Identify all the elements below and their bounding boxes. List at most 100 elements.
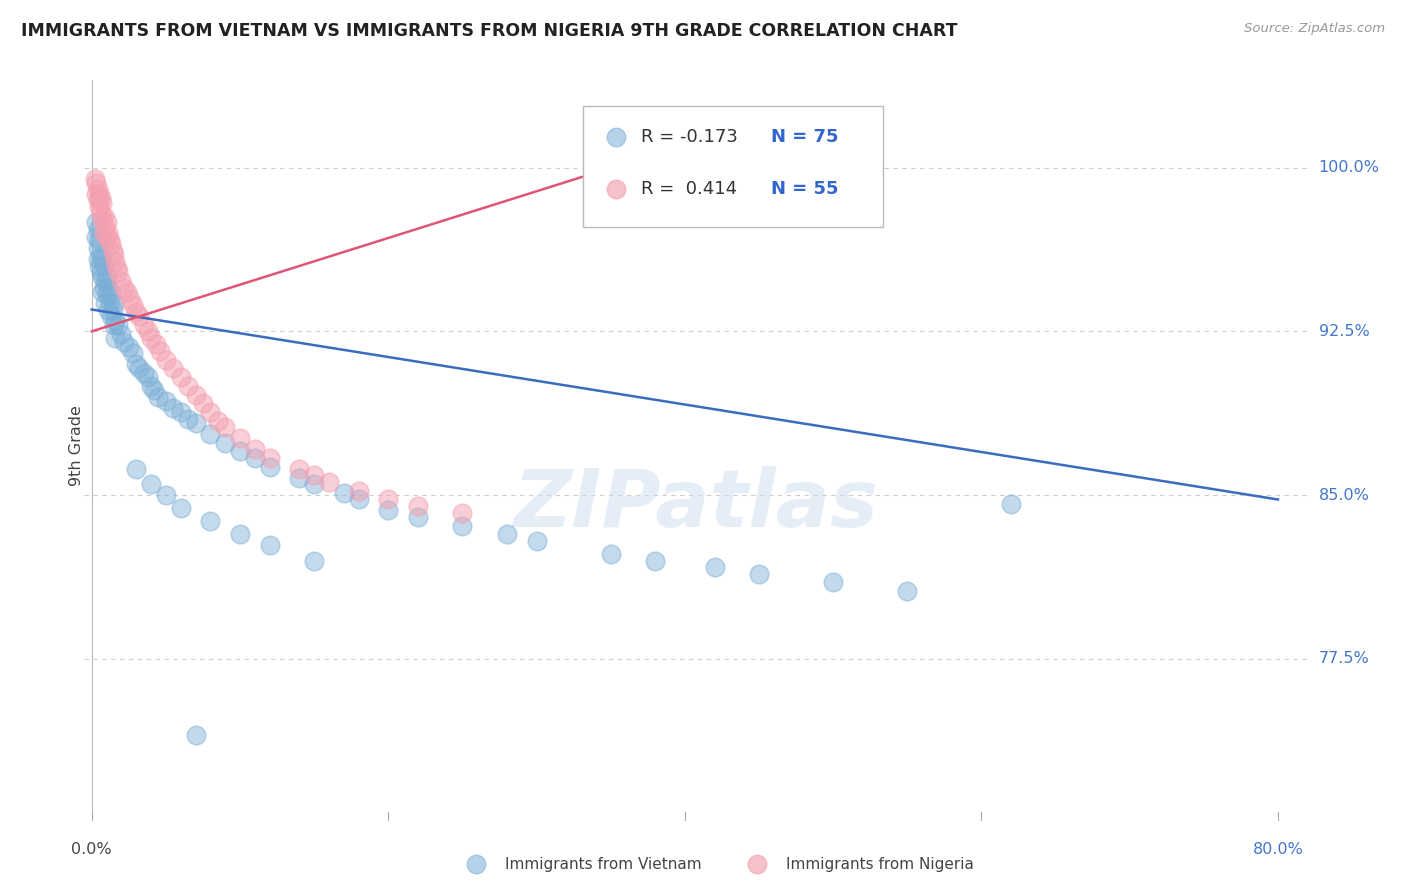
Point [162,361,184,376]
Point [98,296,121,310]
Point [86,221,108,235]
Point [302,477,325,491]
Point [112,281,135,295]
Point [90,191,112,205]
Point [191,396,214,410]
Point [107,265,129,279]
Point [288,470,311,484]
Point [139,331,162,345]
Point [118,340,141,354]
Point [100,287,122,301]
Point [184,387,207,401]
Point [89,259,111,273]
Point [302,468,325,483]
Point [93,259,115,273]
Point [103,296,125,310]
Point [93,226,115,240]
Y-axis label: 9th Grade: 9th Grade [69,406,83,486]
Point [229,527,252,541]
Point [132,366,155,380]
Point [1000,497,1022,511]
Point [103,318,125,332]
Point [200,405,222,419]
Point [214,435,236,450]
Point [125,357,148,371]
Point [132,318,155,332]
Point [86,182,108,196]
Point [451,518,474,533]
Point [83,171,105,186]
Text: IMMIGRANTS FROM VIETNAM VS IMMIGRANTS FROM NIGERIA 9TH GRADE CORRELATION CHART: IMMIGRANTS FROM VIETNAM VS IMMIGRANTS FR… [21,22,957,40]
Point [91,213,114,227]
Point [288,462,311,476]
Point [526,533,548,548]
Point [162,401,184,415]
Point [105,261,128,276]
Point [155,488,177,502]
Point [170,370,193,384]
Point [84,186,107,201]
Point [110,326,132,341]
Point [177,379,200,393]
Text: ZIPatlas: ZIPatlas [513,466,879,543]
Point [259,538,281,552]
Point [377,503,399,517]
Text: N = 55: N = 55 [770,179,838,197]
Point [91,285,114,299]
Point [97,302,120,317]
Point [94,274,117,288]
Point [89,186,111,201]
Point [97,281,120,295]
Point [496,527,519,541]
Point [136,370,159,384]
Point [725,483,748,498]
Text: 92.5%: 92.5% [1319,324,1369,339]
Point [93,281,115,295]
Point [107,318,129,332]
Point [896,584,918,599]
Point [94,296,117,310]
Text: N = 75: N = 75 [770,128,838,146]
Point [128,361,150,376]
Point [259,450,281,465]
Point [86,241,108,255]
Point [170,501,193,516]
Point [136,324,159,338]
Point [599,547,621,561]
Point [101,302,124,317]
Point [93,209,115,223]
Point [98,233,121,247]
Point [259,459,281,474]
Point [122,346,145,360]
Point [104,331,127,345]
Point [139,379,162,393]
Point [200,427,222,442]
Point [184,728,207,742]
Text: Source: ZipAtlas.com: Source: ZipAtlas.com [1244,22,1385,36]
Point [170,405,193,419]
Point [84,215,107,229]
Point [451,506,474,520]
Point [243,450,266,465]
FancyBboxPatch shape [583,106,883,227]
Point [184,416,207,430]
Point [347,483,370,498]
Point [96,287,118,301]
Point [139,477,162,491]
Point [748,566,770,581]
Point [318,475,340,489]
Text: 77.5%: 77.5% [1319,651,1369,666]
Point [90,206,112,220]
Point [243,442,266,457]
Point [703,560,725,574]
Point [200,514,222,528]
Point [89,200,111,214]
Point [125,462,148,476]
Point [104,313,127,327]
Point [91,195,114,210]
Text: 80.0%: 80.0% [1253,842,1303,857]
Point [91,252,114,267]
Point [207,414,229,428]
Point [100,309,122,323]
Point [96,230,118,244]
